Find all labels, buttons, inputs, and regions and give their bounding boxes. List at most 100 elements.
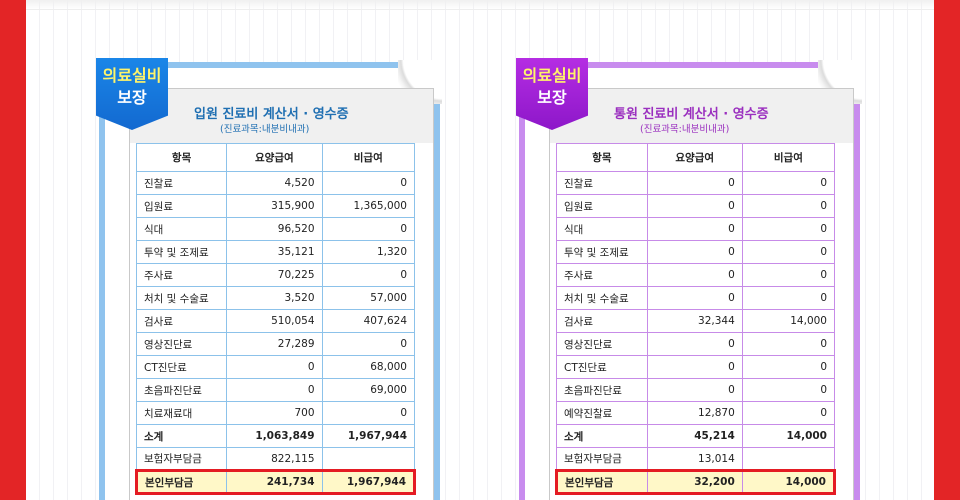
cell-item: 본인부담금 [134,469,228,495]
cell-item: 주사료 [556,263,648,287]
cell-item: CT진단료 [135,355,228,379]
cell-covered: 315,900 [226,194,323,218]
coverage-ribbon-badge: 의료실비 보장 [516,58,588,130]
cell-item: 초음파진단료 [135,378,228,402]
patient-share-row: 본인부담금 32,200 14,000 [555,469,837,495]
table-row: CT진단료 0 68,000 [135,355,416,379]
receipt-panel: 통원 진료비 계산서 · 영수증 (진료과목:내분비내과) 항목 요양급여 비급… [549,88,854,500]
inpatient-receipt-card: 입원 진료비 계산서 · 영수증 (진료과목:내분비내과) 항목 요양급여 비급… [99,60,442,500]
table-row: 검사료 32,344 14,000 [556,309,836,333]
table-row: 식대 0 0 [556,217,836,241]
cell-item: 투약 및 조제료 [556,240,648,264]
column-header-noncovered: 비급여 [741,143,836,172]
receipt-title: 입원 진료비 계산서 · 영수증 [194,107,349,122]
cell-item: 소계 [556,424,648,448]
cell-covered: 0 [646,263,743,287]
table-row: 주사료 0 0 [556,263,836,287]
cell-item: 식대 [556,217,648,241]
cell-covered: 0 [226,355,323,379]
table-row: 초음파진단료 0 69,000 [135,378,416,402]
cell-item: 주사료 [135,263,228,287]
cell-covered: 4,520 [226,171,323,195]
cell-noncovered: 69,000 [321,378,416,402]
cell-item: 입원료 [556,194,648,218]
table-row: 주사료 70,225 0 [135,263,416,287]
cell-covered: 0 [646,378,743,402]
column-header-item: 항목 [556,143,648,172]
table-row: 초음파진단료 0 0 [556,378,836,402]
ribbon-text-line1: 의료실비 [522,66,582,85]
cell-covered: 27,289 [226,332,323,356]
insurer-share-row: 보험자부담금 13,014 [556,447,836,471]
cell-noncovered: 0 [741,171,836,195]
cell-covered: 32,344 [646,309,743,333]
table-header-row: 항목 요양급여 비급여 [556,143,836,172]
cell-noncovered: 14,000 [741,469,837,495]
cell-covered: 45,214 [646,424,743,448]
cell-item: 본인부담금 [555,469,648,495]
cell-noncovered: 14,000 [741,424,836,448]
table-row: 투약 및 조제료 0 0 [556,240,836,264]
receipt-subtitle: (진료과목:내분비내과) [220,124,310,135]
table-row: 예약진찰료 12,870 0 [556,401,836,425]
table-row: 처치 및 수술료 0 0 [556,286,836,310]
cell-covered: 3,520 [226,286,323,310]
subtotal-row: 소계 45,214 14,000 [556,424,836,448]
patient-share-row: 본인부담금 241,734 1,967,944 [134,469,417,495]
column-header-covered: 요양급여 [646,143,743,172]
cell-covered: 822,115 [226,447,323,471]
cell-noncovered: 0 [321,217,416,241]
table-body: 진찰료 0 0 입원료 0 0 식대 0 0 투약 및 조제료 0 0 주사료 0 0 처치 및 수술료 0 0 검… [555,171,837,495]
coverage-ribbon-badge: 의료실비 보장 [96,58,168,130]
cell-noncovered: 0 [741,378,836,402]
cell-covered: 0 [646,194,743,218]
cell-noncovered: 0 [741,263,836,287]
cell-covered: 1,063,849 [226,424,323,448]
cell-covered: 0 [646,332,743,356]
cell-noncovered: 0 [321,332,416,356]
cell-noncovered: 0 [321,171,416,195]
cell-noncovered: 407,624 [321,309,416,333]
table-row: 영상진단료 0 0 [556,332,836,356]
cell-covered: 510,054 [226,309,323,333]
receipt-table: 항목 요양급여 비급여 진찰료 0 0 입원료 0 0 식대 0 0 투약 및 조제료 0 0 주사료 0… [555,143,837,495]
cell-item: 검사료 [556,309,648,333]
cell-noncovered: 1,967,944 [321,424,416,448]
table-row: 입원료 0 0 [556,194,836,218]
cell-noncovered: 68,000 [321,355,416,379]
cell-covered: 0 [646,217,743,241]
cell-item: 투약 및 조제료 [135,240,228,264]
column-header-covered: 요양급여 [226,143,323,172]
cell-item: 치료재료대 [135,401,228,425]
cell-covered: 241,734 [226,469,323,495]
cell-covered: 700 [226,401,323,425]
cell-covered: 0 [646,355,743,379]
cell-item: 보험자부담금 [556,447,648,471]
table-row: 영상진단료 27,289 0 [135,332,416,356]
ribbon-text-line1: 의료실비 [102,66,162,85]
cell-noncovered: 0 [321,401,416,425]
outpatient-receipt-card: 통원 진료비 계산서 · 영수증 (진료과목:내분비내과) 항목 요양급여 비급… [519,60,862,500]
insurer-share-row: 보험자부담금 822,115 [135,447,416,471]
cell-noncovered: 0 [741,194,836,218]
ribbon-text-line2: 보장 [537,88,567,107]
cell-covered: 0 [226,378,323,402]
cell-item: 처치 및 수술료 [556,286,648,310]
cell-noncovered: 0 [741,286,836,310]
table-row: 치료재료대 700 0 [135,401,416,425]
cell-covered: 96,520 [226,217,323,241]
cell-covered: 35,121 [226,240,323,264]
cell-noncovered [321,447,416,471]
cell-covered: 0 [646,240,743,264]
cell-noncovered: 0 [741,240,836,264]
cell-item: 입원료 [135,194,228,218]
receipt-header: 통원 진료비 계산서 · 영수증 (진료과목:내분비내과) [550,89,853,143]
table-row: 입원료 315,900 1,365,000 [135,194,416,218]
cell-item: 초음파진단료 [556,378,648,402]
table-row: CT진단료 0 0 [556,355,836,379]
cell-noncovered: 1,365,000 [321,194,416,218]
cell-item: 보험자부담금 [135,447,228,471]
cell-item: 영상진단료 [556,332,648,356]
receipt-subtitle: (진료과목:내분비내과) [640,124,730,135]
cell-item: 식대 [135,217,228,241]
